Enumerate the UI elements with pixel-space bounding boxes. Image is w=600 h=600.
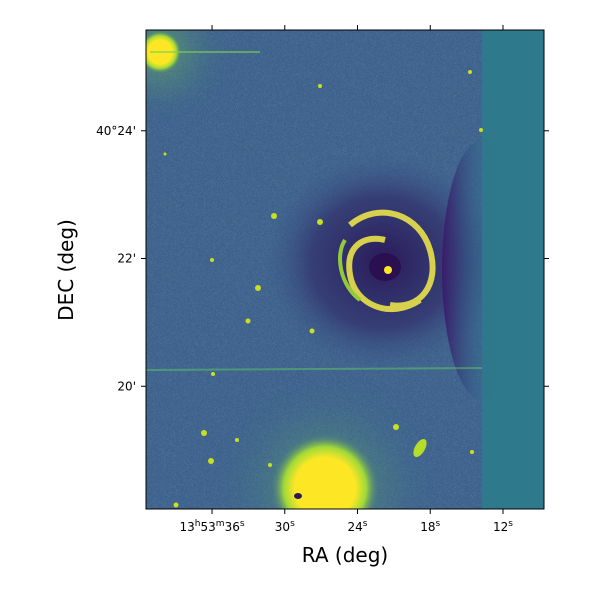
x-tick-label: 30s <box>275 519 295 534</box>
y-tick-label: 22' <box>117 252 136 266</box>
x-axis-label: RA (deg) <box>302 543 388 567</box>
x-tick-label: 13h53m36s <box>180 519 245 534</box>
y-tick-label: 40°24' <box>96 124 136 138</box>
y-axis-label: DEC (deg) <box>54 219 78 321</box>
y-tick-label: 20' <box>117 379 136 393</box>
x-tick-label: 18s <box>420 519 440 534</box>
plot-frame <box>145 29 545 510</box>
image <box>146 30 544 509</box>
x-tick-label: 24s <box>348 519 368 534</box>
x-tick-label: 12s <box>493 519 513 534</box>
